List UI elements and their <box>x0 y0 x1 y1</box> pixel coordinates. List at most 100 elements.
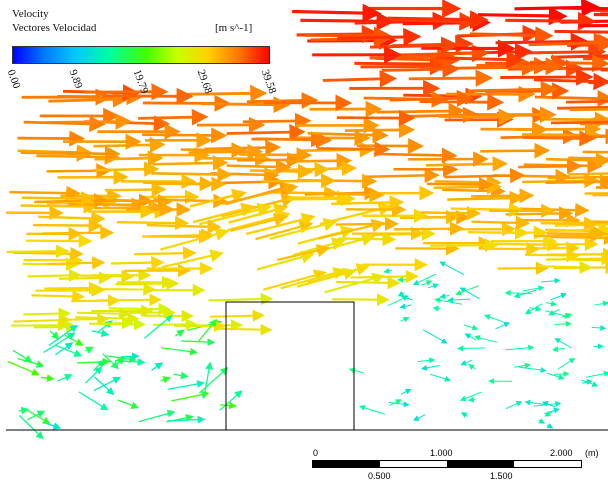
color-bar <box>12 46 270 64</box>
velocity-vector <box>541 277 561 284</box>
velocity-vector <box>426 176 494 193</box>
velocity-vector <box>531 237 599 251</box>
velocity-vector <box>557 357 576 370</box>
velocity-vector <box>467 396 475 403</box>
velocity-vector <box>33 321 79 333</box>
velocity-vector <box>134 246 197 260</box>
velocity-vector <box>262 173 337 189</box>
velocity-vector <box>36 149 121 165</box>
velocity-vector <box>114 356 125 367</box>
velocity-vector <box>595 186 608 189</box>
velocity-vector <box>444 167 526 184</box>
velocity-vector <box>44 422 62 430</box>
velocity-vector <box>399 303 412 310</box>
velocity-vector <box>447 297 471 304</box>
velocity-vector <box>58 271 112 285</box>
velocity-vector <box>408 69 494 87</box>
velocity-vector <box>174 320 226 333</box>
velocity-vector <box>534 90 608 108</box>
velocity-vector <box>439 293 450 300</box>
velocity-vector <box>173 371 189 380</box>
velocity-vector <box>460 412 469 418</box>
velocity-vector <box>522 130 596 147</box>
velocity-vector <box>505 400 523 410</box>
legend-unit: [m s^-1] <box>215 22 253 34</box>
velocity-vector <box>358 404 386 415</box>
velocity-vector <box>227 210 291 232</box>
velocity-vector <box>400 295 413 301</box>
velocity-vector <box>393 221 465 236</box>
velocity-vector <box>161 249 224 269</box>
velocity-vector <box>188 143 264 160</box>
velocity-vector <box>471 215 531 231</box>
velocity-vector <box>167 380 205 390</box>
velocity-vector <box>108 302 171 316</box>
velocity-vector <box>138 108 209 126</box>
velocity-vector <box>467 80 558 98</box>
velocity-vector <box>455 285 479 296</box>
velocity-vector <box>528 33 608 53</box>
velocity-vector <box>33 218 103 233</box>
velocity-vector <box>9 185 82 201</box>
velocity-vector <box>538 418 546 424</box>
velocity-vector <box>256 250 315 271</box>
velocity-vector <box>370 36 460 55</box>
velocity-vector <box>189 188 247 208</box>
scale-bar <box>312 460 582 468</box>
velocity-vector <box>593 12 608 17</box>
velocity-vector <box>566 99 608 104</box>
velocity-vector <box>331 195 405 210</box>
velocity-vector <box>151 166 233 183</box>
velocity-vector <box>434 297 463 305</box>
velocity-vector <box>439 261 465 276</box>
velocity-vector <box>280 267 347 290</box>
velocity-vector <box>27 268 82 282</box>
velocity-vector <box>412 273 437 286</box>
velocity-vector <box>518 158 583 175</box>
velocity-vector <box>444 111 514 128</box>
velocity-vector <box>49 330 60 340</box>
velocity-vector <box>192 202 256 224</box>
velocity-vector <box>57 373 73 382</box>
velocity-vector <box>93 136 166 153</box>
velocity-vector <box>210 309 265 322</box>
velocity-vector <box>208 292 274 306</box>
velocity-vector <box>495 32 589 51</box>
velocity-vector <box>269 217 338 240</box>
velocity-vector <box>181 84 268 102</box>
velocity-vector <box>468 364 476 370</box>
velocity-vector <box>77 357 111 366</box>
velocity-vector <box>389 89 474 107</box>
velocity-vector <box>400 209 461 225</box>
velocity-vector <box>78 391 109 411</box>
velocity-vector <box>45 256 106 270</box>
velocity-vector <box>48 324 78 347</box>
velocity-vector <box>400 388 412 395</box>
velocity-vector <box>434 174 502 190</box>
velocity-vector <box>180 142 248 159</box>
scale-label-2000: 2.000 <box>550 448 573 458</box>
velocity-vector <box>167 415 206 424</box>
velocity-vector <box>102 353 119 370</box>
velocity-vector <box>318 218 386 240</box>
velocity-vector <box>222 182 299 205</box>
velocity-vector <box>505 206 574 221</box>
velocity-vector <box>12 349 33 363</box>
velocity-vector <box>581 379 593 385</box>
velocity-vector <box>554 338 572 349</box>
velocity-vector <box>146 219 222 234</box>
scale-label-1500: 1.500 <box>490 471 513 481</box>
obstacle-block <box>225 301 355 431</box>
velocity-vector <box>505 11 597 31</box>
velocity-vector <box>514 362 531 369</box>
velocity-vector <box>218 323 273 336</box>
velocity-vector <box>432 305 441 312</box>
velocity-vector <box>17 357 45 368</box>
velocity-vector <box>459 391 482 402</box>
velocity-vector <box>435 50 525 69</box>
velocity-vector <box>220 401 237 410</box>
velocity-vector <box>592 193 608 197</box>
velocity-vector <box>477 6 568 26</box>
velocity-vector <box>562 6 608 11</box>
